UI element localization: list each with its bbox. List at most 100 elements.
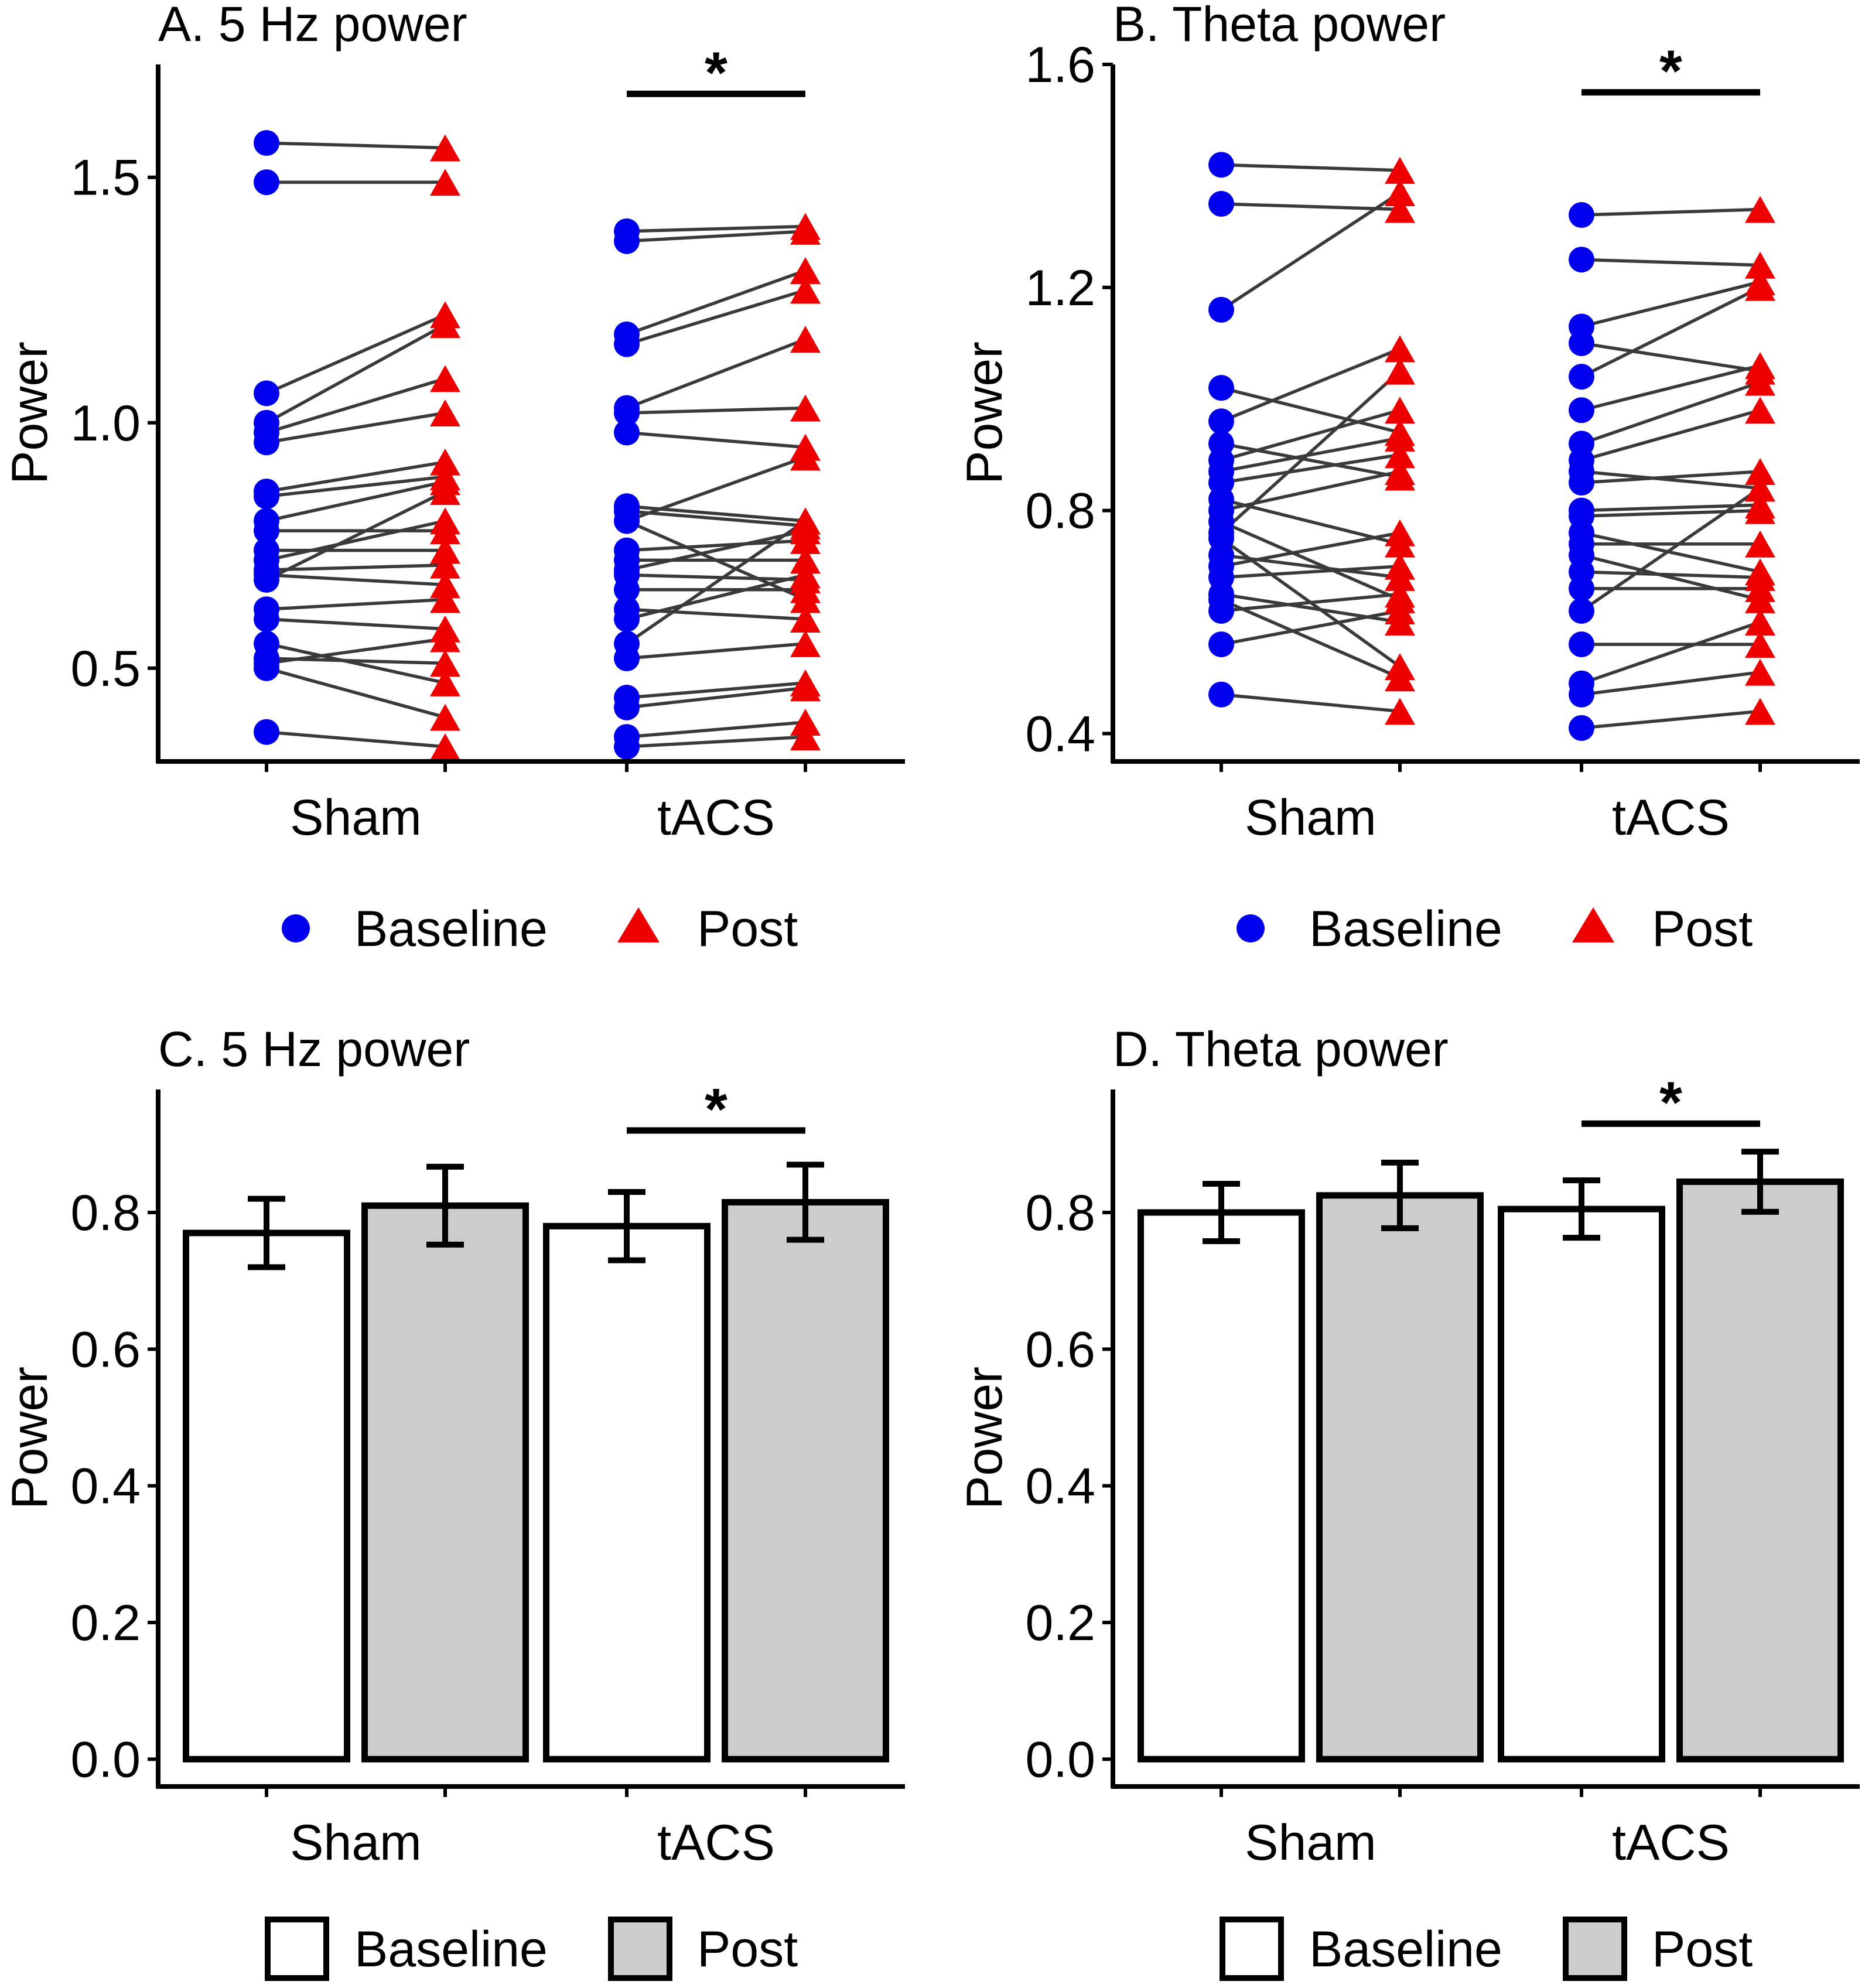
baseline-point — [614, 331, 640, 357]
post-point — [430, 551, 460, 579]
post-point — [790, 674, 821, 702]
post-point — [790, 605, 821, 633]
baseline-point — [614, 694, 640, 720]
post-point — [790, 394, 821, 422]
pair-line — [1220, 520, 1401, 602]
pair-line — [1221, 386, 1401, 434]
pair-line — [266, 617, 446, 631]
baseline-point — [254, 380, 279, 407]
post-point — [790, 630, 821, 657]
y-axis-title: Power — [957, 341, 1013, 484]
panel-title: C. 5 Hz power — [158, 1022, 470, 1077]
y-tick-label: 1.2 — [1025, 260, 1095, 316]
pair-line — [266, 563, 446, 572]
post-point — [790, 443, 821, 471]
y-tick-label: 0.8 — [70, 1185, 141, 1241]
panel-title: A. 5 Hz power — [158, 0, 467, 52]
legend-post-swatch — [608, 1917, 672, 1981]
pair-line — [265, 490, 446, 582]
post-point — [1745, 352, 1775, 380]
post-point — [430, 478, 460, 505]
post-point — [430, 507, 460, 535]
pair-line — [266, 460, 446, 493]
post-point — [790, 576, 821, 603]
pair-line — [626, 529, 806, 572]
baseline-point — [614, 733, 640, 760]
legend: Baseline Post — [265, 1917, 798, 1981]
pair-line — [1581, 341, 1761, 373]
pair-line — [626, 607, 806, 621]
post-bar — [1676, 1179, 1844, 1762]
legend-post-marker — [1572, 907, 1614, 942]
pair-line — [1221, 609, 1401, 646]
legend-baseline-swatch — [1220, 1917, 1284, 1981]
baseline-point — [254, 566, 279, 593]
post-point — [1385, 196, 1415, 223]
panel-d: D. Theta power Power 0.0 0.2 0.4 0.6 0.8 Sham tA… — [957, 1022, 1860, 1981]
legend-baseline-marker — [1236, 914, 1265, 942]
pair-line — [626, 686, 806, 709]
x-tick-label-sham: Sham — [1245, 790, 1376, 846]
pair-line — [266, 411, 446, 444]
baseline-bar — [183, 1229, 350, 1762]
baseline-point — [614, 576, 640, 603]
pair-line — [1581, 470, 1761, 484]
post-point — [1745, 609, 1775, 636]
pair-line — [626, 573, 806, 621]
legend-post-marker — [617, 907, 660, 942]
baseline-point — [254, 655, 279, 681]
pair-line — [1221, 531, 1401, 568]
post-point — [1745, 631, 1775, 658]
pair-line — [266, 642, 446, 685]
pair-line — [1221, 453, 1401, 484]
panel-title: D. Theta power — [1113, 1022, 1449, 1077]
pair-line — [266, 637, 446, 665]
pair-line — [266, 730, 446, 749]
pair-line — [1581, 670, 1761, 696]
post-point — [1385, 441, 1415, 469]
baseline-point — [1569, 364, 1594, 390]
baseline-point — [614, 606, 640, 632]
legend-baseline-label: Baseline — [354, 901, 548, 957]
panel-c: C. 5 Hz power Power 0.0 0.2 0.4 0.6 0.8 Sham tAC… — [2, 1022, 905, 1981]
pair-line — [626, 288, 806, 346]
y-tick-label: 1.5 — [70, 150, 141, 206]
post-point — [1385, 357, 1415, 385]
pair-line — [1581, 364, 1761, 412]
post-point — [430, 399, 460, 426]
post-point — [1745, 457, 1775, 485]
pair-line — [626, 681, 806, 699]
baseline-point — [254, 130, 279, 156]
baseline-point — [1208, 296, 1234, 323]
pair-line — [626, 642, 806, 660]
y-tick-label: 1.6 — [1025, 37, 1095, 93]
legend-baseline-label: Baseline — [1309, 1921, 1502, 1977]
pair-line — [266, 573, 446, 587]
pair-line — [1580, 286, 1761, 378]
post-point — [430, 703, 460, 731]
pair-line — [626, 509, 806, 528]
pair-line — [1221, 442, 1401, 479]
post-point — [1385, 519, 1415, 546]
post-point — [1385, 580, 1415, 608]
post-point — [430, 365, 460, 392]
post-bar — [1316, 1192, 1484, 1762]
post-point — [1745, 274, 1775, 301]
legend-baseline-label: Baseline — [354, 1921, 548, 1977]
y-tick-label: 0.8 — [1025, 483, 1095, 539]
baseline-point — [254, 483, 279, 510]
post-point — [1745, 397, 1775, 424]
pair-line — [1220, 370, 1401, 534]
baseline-point — [614, 508, 640, 534]
baseline-point — [1208, 681, 1234, 708]
post-point — [790, 217, 821, 245]
pair-line — [1581, 258, 1761, 267]
post-point — [790, 561, 821, 589]
y-tick-label: 0.0 — [1025, 1731, 1095, 1788]
pair-line — [1581, 570, 1761, 579]
post-point — [1745, 196, 1775, 223]
pair-line — [266, 597, 446, 611]
post-point — [1745, 368, 1775, 396]
y-tick-label: 1.0 — [70, 395, 141, 452]
